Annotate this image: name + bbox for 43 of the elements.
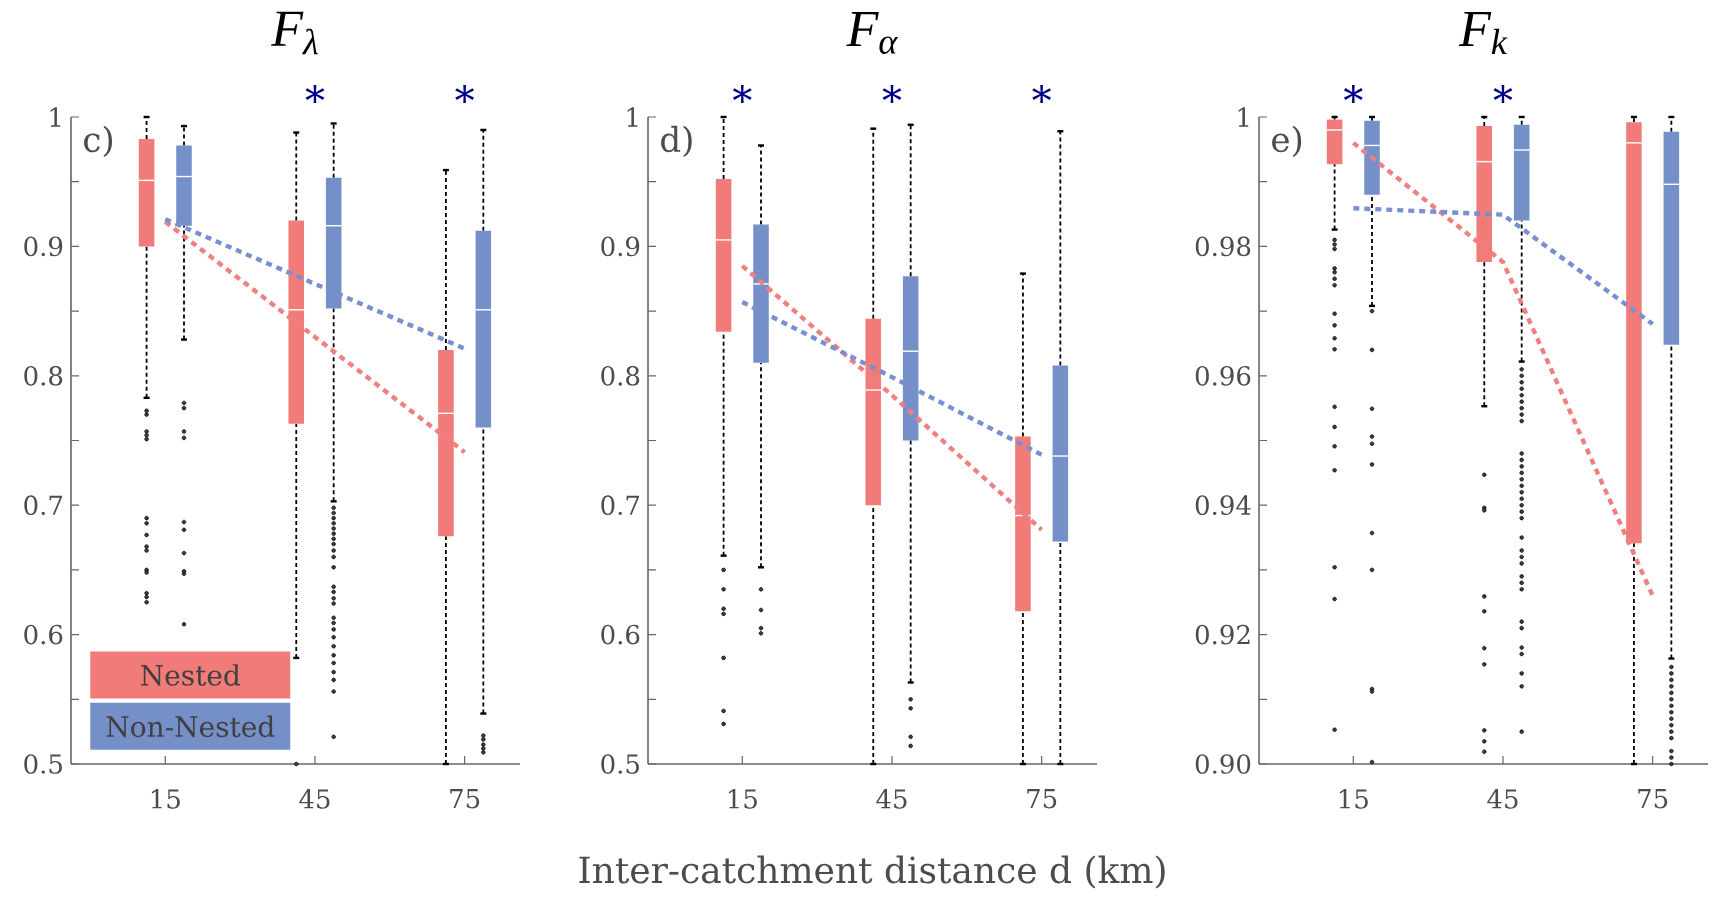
x-tick-label: 45: [1487, 789, 1518, 809]
y-tick-label: 0.98: [1195, 236, 1251, 257]
x-tick-label: 15: [728, 789, 757, 809]
y-tick-label: 0.7: [601, 495, 640, 516]
y-tick-label: 0.9: [601, 236, 640, 257]
x-tick-label: 75: [450, 789, 480, 809]
text: Nested: [141, 664, 241, 686]
x-tick-label: 15: [1339, 789, 1368, 809]
y-tick-label: 1: [1238, 107, 1249, 127]
text: *: [1343, 84, 1363, 104]
y-tick-label: 0.6: [601, 624, 640, 645]
y-tick-label: 1: [627, 107, 638, 127]
x-tick-label: 15: [151, 789, 180, 809]
annotation: c): [84, 125, 112, 157]
y-tick-label: 0.5: [24, 754, 62, 774]
text: *: [1493, 84, 1513, 104]
y-tick-label: 0.8: [24, 365, 63, 386]
text: *: [305, 84, 325, 104]
chart-title: F$_{k}$: [1458, 11, 1508, 55]
x-axis-title: Inter-catchment distance d (km): [579, 855, 1165, 889]
x-tick-label: 75: [1027, 789, 1057, 809]
x-tick-label: 75: [1638, 789, 1668, 809]
y-tick-label: 0.96: [1195, 365, 1251, 386]
annotation: e): [1272, 125, 1302, 157]
y-tick-label: 0.8: [601, 365, 640, 386]
y-tick-label: 0.90: [1195, 754, 1251, 774]
annotation: d): [661, 125, 692, 157]
y-tick-label: 0.5: [601, 754, 639, 774]
chart-title: F$_{λ}$: [270, 11, 318, 55]
text: *: [732, 84, 752, 104]
y-tick-label: 0.9: [24, 236, 63, 257]
x-tick-label: 45: [299, 789, 330, 809]
y-tick-label: 0.92: [1195, 624, 1250, 645]
y-tick-label: 0.6: [24, 624, 63, 645]
text: *: [455, 84, 474, 104]
x-tick-label: 45: [876, 789, 907, 809]
y-tick-label: 1: [50, 107, 61, 127]
text: *: [882, 84, 902, 104]
text: *: [1032, 84, 1051, 104]
text: Non-Nested: [106, 715, 275, 738]
chart-title: F$_{α}$: [846, 12, 899, 54]
y-tick-label: 0.94: [1195, 495, 1251, 516]
y-tick-label: 0.7: [24, 495, 63, 516]
